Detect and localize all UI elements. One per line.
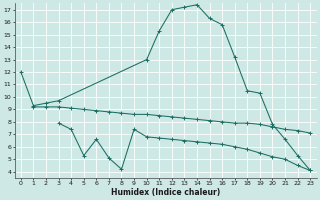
X-axis label: Humidex (Indice chaleur): Humidex (Indice chaleur) bbox=[111, 188, 220, 197]
